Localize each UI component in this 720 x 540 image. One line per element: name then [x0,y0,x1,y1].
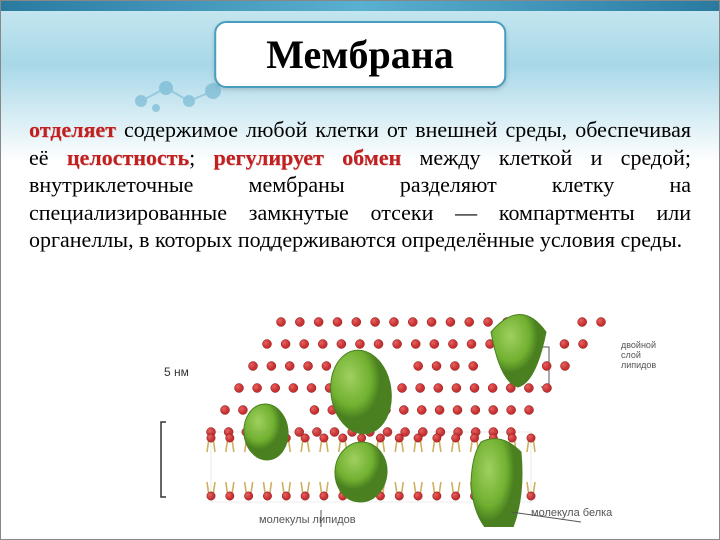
highlight-integrity: целостность [67,145,189,170]
membrane-diagram [151,282,631,527]
label-protein-molecule: молекула белка [531,507,612,519]
page-title: Мембрана [266,32,454,77]
decorative-molecule-icon [131,76,231,116]
description-paragraph: отделяет содержимое любой клетки от внеш… [29,116,691,254]
highlight-separates: отделяет [29,117,116,142]
text-seg4: ; [189,145,213,170]
scale-label-5nm: 5 нм [164,366,189,379]
highlight-regulates: регулирует обмен [214,145,402,170]
label-lipid-bilayer: двойной слой липидов [621,341,676,371]
label-lipid-molecules: молекулы липидов [259,514,356,526]
top-accent-bar [1,1,719,11]
title-container: Мембрана [214,21,506,88]
